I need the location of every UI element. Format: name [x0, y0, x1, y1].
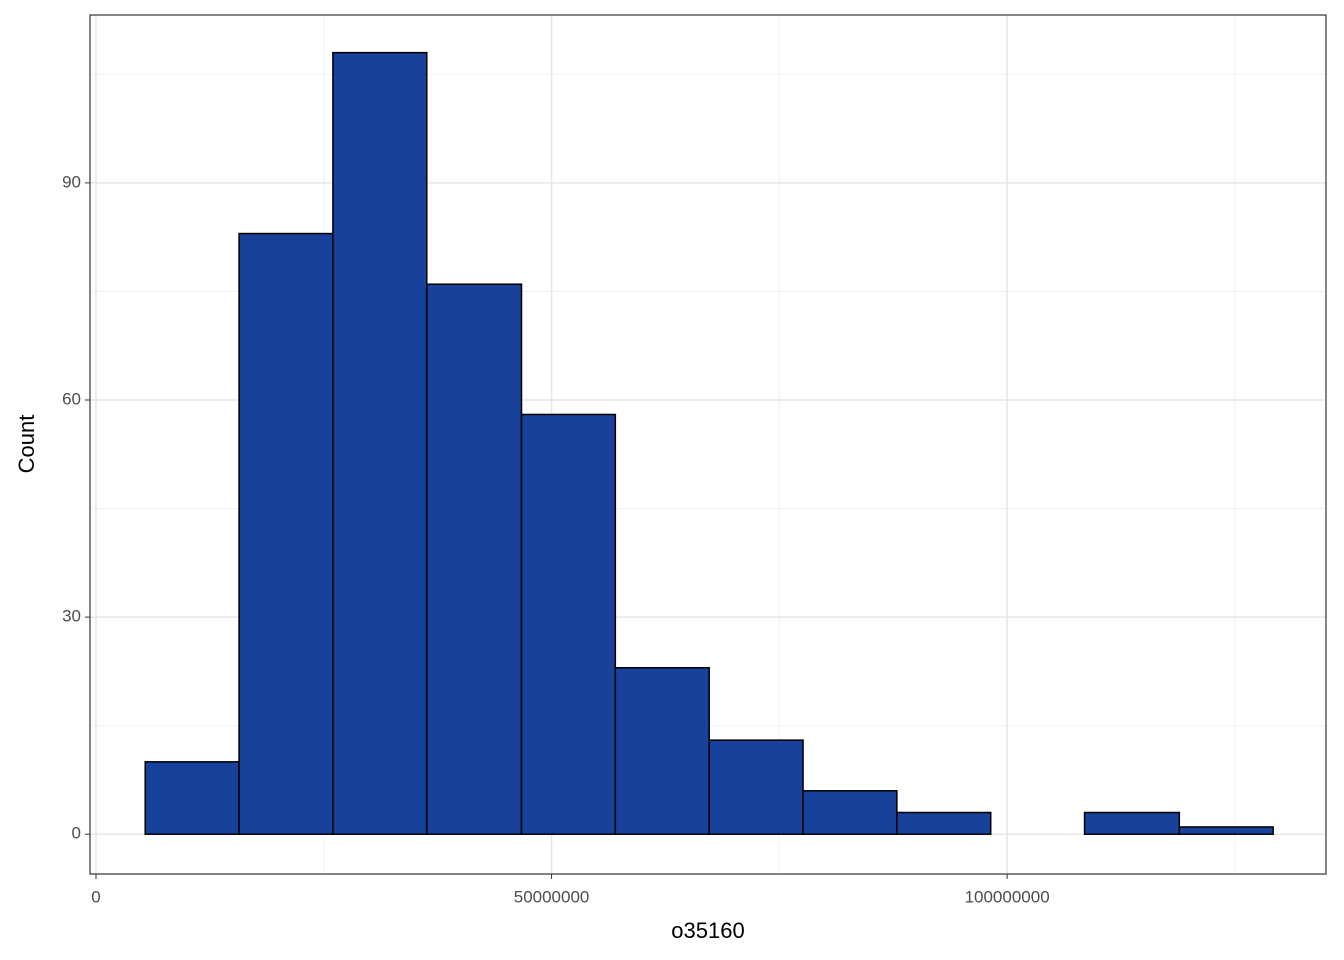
bar	[614, 667, 710, 835]
bar	[802, 790, 898, 835]
x-tick-label: 0	[91, 887, 100, 906]
bar	[238, 232, 334, 835]
bar	[520, 413, 617, 835]
y-tick-label: 90	[62, 172, 81, 191]
y-axis-title: Count	[14, 415, 39, 474]
x-tick-label: 50000000	[514, 887, 590, 906]
y-tick-label: 60	[62, 389, 81, 408]
x-tick-label: 100000000	[965, 887, 1050, 906]
bar	[896, 811, 992, 835]
bars	[144, 51, 1274, 835]
x-axis-title: o35160	[671, 918, 744, 943]
y-tick-label: 30	[62, 607, 81, 626]
bar	[1083, 811, 1181, 835]
bar	[332, 51, 428, 835]
y-tick-label: 0	[72, 824, 81, 843]
plot-border	[89, 14, 1327, 875]
bar	[425, 283, 523, 835]
bar	[708, 739, 804, 835]
bar	[1178, 826, 1274, 835]
bar	[144, 761, 240, 835]
